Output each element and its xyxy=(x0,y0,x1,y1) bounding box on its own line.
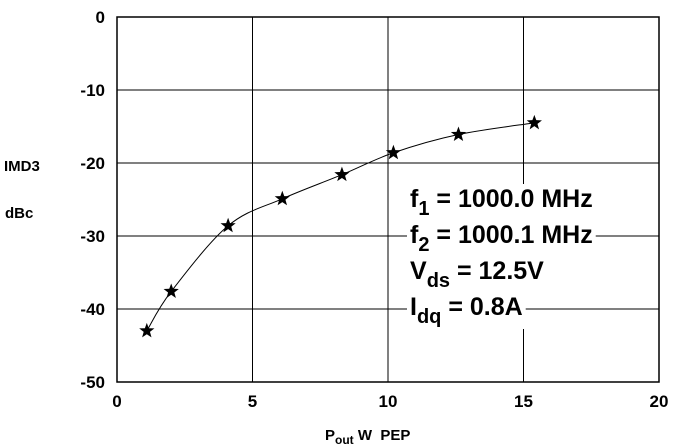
data-point-star xyxy=(451,127,466,141)
annotation-value: = 12.5V xyxy=(450,257,544,285)
x-tick-label: 20 xyxy=(650,392,669,411)
y-tick-label: -40 xyxy=(80,300,105,319)
x-tick-label: 10 xyxy=(379,392,398,411)
y-tick-label: -20 xyxy=(80,154,105,173)
x-axis-label-sub: out xyxy=(335,433,354,445)
y-tick-label: 0 xyxy=(96,8,105,27)
y-axis-label-imd3: IMD3 xyxy=(4,158,40,175)
annotation-main: V xyxy=(410,257,427,285)
data-point-star xyxy=(139,323,154,337)
y-tick-label: -30 xyxy=(80,227,105,246)
x-axis-label-main: P xyxy=(325,427,335,444)
data-point-star xyxy=(527,115,542,129)
annotation-subscript: dq xyxy=(417,306,441,328)
annotation-value: = 0.8A xyxy=(441,293,522,321)
y-tick-label: -10 xyxy=(80,81,105,100)
x-tick-label: 15 xyxy=(514,392,533,411)
annotation-subscript: ds xyxy=(427,270,450,292)
annotation-subscript: 1 xyxy=(418,198,429,220)
data-point-star xyxy=(275,191,290,205)
annotation-value: = 1000.1 MHz xyxy=(429,221,592,249)
data-point-star xyxy=(164,283,179,297)
y-tick-label: -50 xyxy=(80,373,105,392)
data-point-star xyxy=(334,167,349,181)
x-tick-label: 5 xyxy=(248,392,257,411)
y-tick-labels: 0 -10 -20 -30 -40 -50 xyxy=(80,8,105,392)
y-axis-label-dbc: dBc xyxy=(5,205,33,222)
x-axis-label: Pout W PEP xyxy=(325,427,410,445)
x-axis-label-rest: W PEP xyxy=(354,427,411,444)
x-tick-label: 0 xyxy=(112,392,121,411)
x-tick-labels: 0 5 10 15 20 xyxy=(112,392,668,411)
annotation-subscript: 2 xyxy=(418,234,429,256)
annotation-value: = 1000.0 MHz xyxy=(429,185,592,213)
annotation-main: I xyxy=(410,293,417,321)
